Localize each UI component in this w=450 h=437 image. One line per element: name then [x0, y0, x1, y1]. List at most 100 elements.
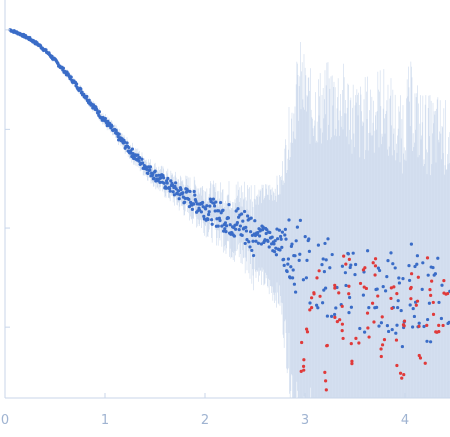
- data-point: [348, 295, 352, 300]
- data-point: [223, 221, 227, 225]
- data-point: [263, 238, 267, 242]
- data-point: [323, 241, 327, 246]
- data-point: [238, 224, 242, 228]
- data-point: [220, 224, 224, 228]
- data-point: [366, 249, 370, 253]
- outlier-point: [340, 304, 344, 308]
- outlier-point: [300, 340, 304, 345]
- data-point: [354, 262, 358, 267]
- outlier-point: [414, 303, 418, 307]
- data-point: [324, 258, 328, 262]
- data-point: [408, 278, 412, 283]
- data-point: [304, 276, 308, 280]
- data-point: [328, 266, 332, 270]
- data-point: [227, 203, 231, 207]
- outlier-point: [395, 363, 399, 368]
- data-point: [396, 305, 400, 310]
- outlier-point: [437, 323, 441, 328]
- data-point: [379, 321, 383, 325]
- data-point: [123, 140, 127, 144]
- data-point: [305, 258, 309, 262]
- data-point: [270, 235, 274, 239]
- data-point: [426, 317, 430, 322]
- data-point: [447, 320, 450, 324]
- data-point: [245, 238, 249, 242]
- data-point: [267, 245, 271, 249]
- data-point: [250, 248, 254, 253]
- data-point: [225, 224, 229, 228]
- outlier-point: [395, 292, 399, 296]
- data-point: [244, 229, 248, 233]
- outlier-point: [347, 292, 351, 296]
- data-point: [264, 231, 268, 236]
- data-point: [378, 268, 382, 273]
- data-point: [278, 248, 282, 252]
- outlier-point: [389, 296, 393, 301]
- data-point: [415, 254, 419, 258]
- outlier-point: [309, 296, 314, 300]
- data-point: [221, 208, 225, 212]
- outlier-point: [338, 318, 342, 322]
- data-point: [412, 314, 416, 319]
- data-point: [322, 270, 326, 274]
- data-point: [199, 210, 203, 214]
- data-point: [175, 192, 179, 196]
- data-point: [247, 240, 251, 244]
- outliers-layer: [299, 254, 450, 392]
- x-tick-label: 3: [301, 413, 309, 428]
- data-point: [407, 264, 411, 268]
- data-point: [44, 48, 48, 52]
- data-point: [400, 344, 404, 349]
- data-point: [248, 245, 252, 249]
- data-point: [148, 165, 152, 169]
- data-point: [154, 174, 158, 178]
- outlier-point: [365, 311, 370, 315]
- data-point: [408, 303, 412, 307]
- outlier-point: [350, 359, 354, 363]
- data-point: [146, 171, 150, 175]
- data-point: [266, 239, 270, 243]
- data-point: [401, 277, 405, 281]
- outlier-point: [379, 347, 383, 351]
- x-tick-label: 2: [201, 413, 209, 428]
- data-point: [207, 210, 211, 214]
- outlier-point: [409, 297, 413, 301]
- data-point: [243, 241, 247, 246]
- outlier-point: [442, 279, 446, 283]
- data-point: [421, 261, 425, 265]
- data-point: [193, 193, 197, 197]
- data-point: [286, 262, 290, 266]
- data-point: [282, 263, 286, 267]
- data-point: [237, 227, 241, 232]
- data-point: [75, 82, 79, 86]
- data-point: [274, 253, 278, 257]
- outlier-point: [402, 373, 406, 377]
- outlier-point: [389, 286, 393, 290]
- outlier-point: [342, 254, 346, 258]
- outlier-point: [417, 324, 421, 328]
- data-point: [256, 231, 260, 235]
- data-point: [389, 251, 393, 255]
- data-point: [234, 227, 238, 231]
- outlier-point: [347, 284, 351, 288]
- data-point: [183, 200, 187, 204]
- data-point: [391, 262, 395, 266]
- data-point: [303, 235, 307, 239]
- data-point: [153, 169, 157, 173]
- data-point: [213, 209, 217, 213]
- data-point: [166, 176, 170, 180]
- data-point: [288, 276, 292, 280]
- data-point: [159, 176, 163, 180]
- data-point: [171, 183, 175, 187]
- data-point: [385, 275, 389, 279]
- data-point: [282, 257, 286, 261]
- data-point: [183, 196, 187, 200]
- data-point: [274, 246, 278, 250]
- data-point: [130, 147, 134, 151]
- data-point: [351, 251, 355, 255]
- x-tick-label: 0: [1, 413, 9, 428]
- data-point: [283, 233, 287, 237]
- outlier-point: [323, 370, 327, 374]
- data-point: [234, 209, 238, 213]
